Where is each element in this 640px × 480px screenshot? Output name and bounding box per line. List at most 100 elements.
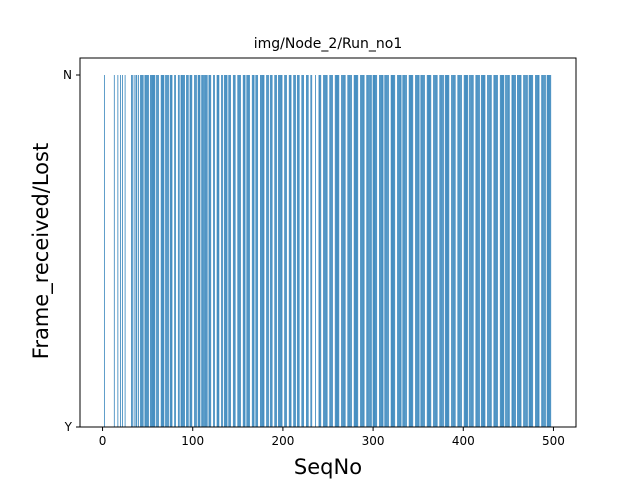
bar-seq-227 [306,75,308,427]
bar-seq-151 [238,75,240,427]
bar-seq-461 [517,75,519,427]
bar-seq-182 [266,75,268,427]
y-tick-label-Y: Y [64,420,73,434]
bar-seq-68 [163,75,165,427]
bar-seq-107 [198,75,200,427]
bar-seq-293 [366,75,368,427]
bar-seq-361 [427,75,429,427]
bar-seq-56 [152,75,154,427]
bar-seq-450 [508,75,509,427]
bar-seq-65 [160,75,162,427]
bar-seq-315 [386,75,387,427]
bar-seq-175 [260,75,261,427]
bar-seq-140 [228,75,230,427]
bar-seq-266 [342,75,343,427]
bar-seq-353 [420,75,422,427]
bar-seq-328 [397,75,399,427]
bar-seq-348 [416,75,417,427]
bar-seq-58 [154,75,156,427]
bar-seq-311 [382,75,384,427]
bar-seq-309 [380,75,382,427]
bar-seq-228 [307,75,309,427]
bar-seq-370 [435,75,437,427]
bar-seq-415 [476,75,478,427]
bar-seq-38 [136,75,138,427]
bar-seq-321 [391,75,393,427]
bar-seq-242 [320,75,322,427]
bar-seq-296 [369,75,370,427]
bar-seq-48 [145,75,147,427]
bar-seq-302 [374,75,376,427]
bar-seq-418 [479,75,480,427]
bar-seq-314 [385,75,387,427]
bar-seq-178 [262,75,264,427]
bar-seq-376 [441,75,442,427]
bar-seq-32 [131,75,132,427]
bar-seq-445 [503,75,505,427]
x-axis-label: SeqNo [294,455,362,479]
bar-seq-108 [199,75,201,427]
bar-seq-129 [218,75,220,427]
x-tick-label-400: 400 [452,434,475,448]
bar-seq-171 [256,75,258,427]
bar-seq-382 [446,75,448,427]
bar-seq-435 [494,75,496,427]
bar-seq-298 [370,75,372,427]
bar-seq-247 [324,75,326,427]
bar-seq-157 [243,75,245,427]
bar-seq-217 [297,75,299,427]
bar-seq-191 [274,75,276,427]
bar-seq-281 [355,75,357,427]
bar-seq-89 [182,75,184,427]
bar-seq-255 [332,75,333,427]
bar-seq-196 [278,75,280,427]
bar-seq-33 [131,75,133,427]
bar-seq-212 [293,75,295,427]
bar-seq-80 [174,75,176,427]
bar-seq-417 [478,75,479,427]
bar-seq-84 [177,75,179,427]
bar-seq-35 [133,75,135,427]
bar-seq-378 [443,75,444,427]
bar-seq-280 [354,75,356,427]
bar-seq-294 [367,75,369,427]
bar-seq-454 [511,75,513,427]
bar-seq-463 [519,75,521,427]
bar-seq-252 [329,75,331,427]
bar-seq-93 [186,75,187,427]
bar-seq-491 [544,75,546,427]
bar-seq-123 [213,75,214,427]
bar-seq-381 [445,75,447,427]
bar-seq-371 [436,75,438,427]
bar-seq-408 [470,75,471,427]
bar-seq-288 [361,75,363,427]
bar-seq-88 [181,75,183,427]
x-tick-label-200: 200 [271,434,294,448]
bar-seq-275 [350,75,351,427]
bar-seq-449 [507,75,508,427]
bar-seq-170 [255,75,257,427]
bar-seq-72 [167,75,168,427]
bar-seq-405 [467,75,469,427]
bar-seq-199 [281,75,283,427]
bar-seq-430 [489,75,491,427]
bar-seq-380 [444,75,446,427]
bar-seq-340 [408,75,410,427]
bar-seq-17 [117,75,119,427]
bar-seq-94 [186,75,188,427]
bar-seq-128 [217,75,219,427]
bar-seq-226 [306,75,307,427]
bar-seq-231 [310,75,312,427]
bar-seq-387 [451,75,452,427]
bar-seq-223 [303,75,305,427]
bar-seq-483 [537,75,539,427]
bar-seq-301 [373,75,375,427]
bar-seq-455 [512,75,514,427]
bar-seq-42 [140,75,141,427]
bar-seq-216 [296,75,298,427]
bars-layer [103,75,552,427]
bar-seq-20 [120,75,121,427]
bar-seq-207 [288,75,290,427]
bar-seq-37 [135,75,137,427]
